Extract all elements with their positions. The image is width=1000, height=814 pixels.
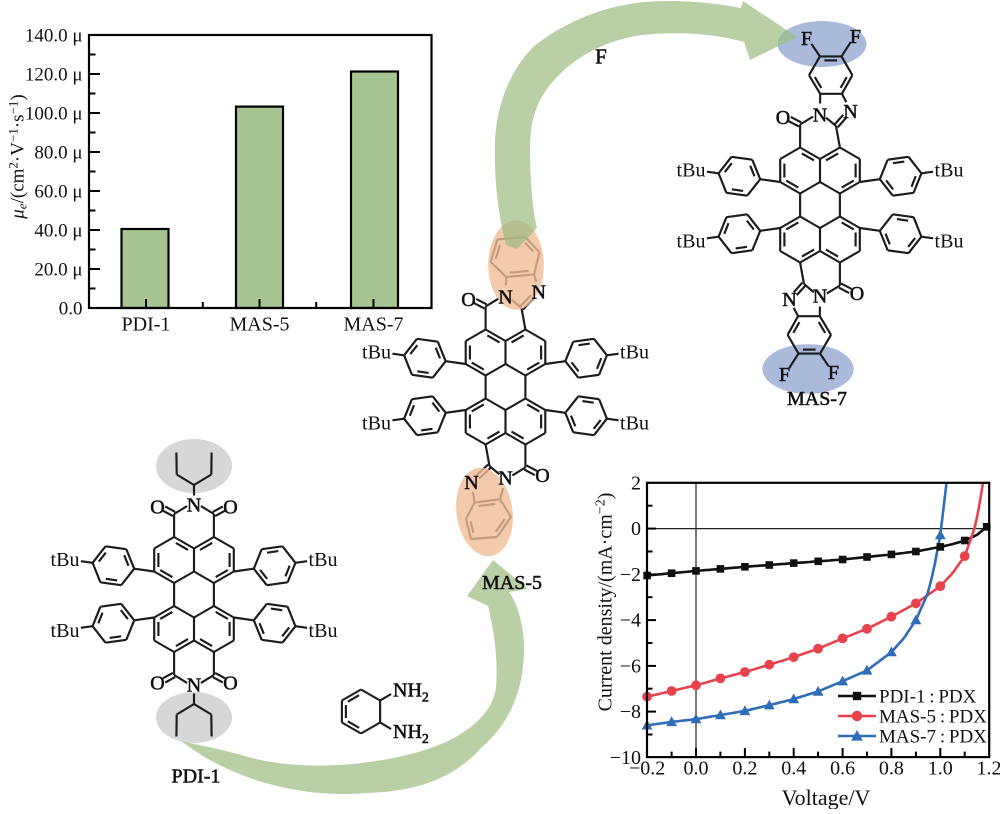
svg-text:F: F bbox=[801, 28, 812, 50]
svg-text:40.0 μ: 40.0 μ bbox=[34, 221, 82, 242]
svg-text:140.0 μ: 140.0 μ bbox=[25, 26, 83, 47]
svg-text:MAS-5 : PDX: MAS-5 : PDX bbox=[879, 707, 987, 728]
svg-text:O: O bbox=[150, 673, 164, 695]
svg-text:N: N bbox=[187, 675, 201, 697]
svg-text:F: F bbox=[595, 45, 607, 69]
svg-text:0.6: 0.6 bbox=[830, 758, 855, 780]
svg-text:F: F bbox=[779, 364, 790, 386]
svg-text:tBu: tBu bbox=[309, 620, 338, 642]
svg-text:tBu: tBu bbox=[620, 413, 649, 435]
svg-text:Voltage/V: Voltage/V bbox=[782, 785, 871, 809]
svg-text:MAS-7: MAS-7 bbox=[343, 314, 403, 336]
svg-text:F: F bbox=[850, 26, 861, 48]
svg-text:N: N bbox=[813, 286, 827, 308]
svg-text:−0.2: −0.2 bbox=[629, 758, 665, 780]
svg-text:N: N bbox=[813, 105, 827, 127]
svg-text:tBu: tBu bbox=[935, 231, 964, 253]
svg-text:−4: −4 bbox=[620, 610, 641, 632]
svg-text:80.0 μ: 80.0 μ bbox=[34, 143, 82, 164]
svg-text:1.2: 1.2 bbox=[977, 758, 1000, 780]
svg-text:100.0 μ: 100.0 μ bbox=[25, 104, 83, 125]
svg-text:MAS-5: MAS-5 bbox=[482, 572, 542, 594]
svg-text:MAS-7 : PDX: MAS-7 : PDX bbox=[879, 727, 987, 748]
svg-text:0: 0 bbox=[631, 518, 641, 540]
svg-text:Current density/(mA·cm−2): Current density/(mA·cm−2) bbox=[594, 493, 617, 712]
svg-text:tBu: tBu bbox=[309, 549, 338, 571]
svg-text:N: N bbox=[464, 472, 478, 494]
svg-text:MAS-7: MAS-7 bbox=[787, 388, 847, 410]
svg-text:MAS-5: MAS-5 bbox=[229, 314, 289, 336]
svg-text:2: 2 bbox=[631, 472, 641, 494]
svg-text:PDI-1 : PDX: PDI-1 : PDX bbox=[879, 687, 977, 708]
svg-text:O: O bbox=[223, 673, 237, 695]
svg-text:0.0: 0.0 bbox=[684, 758, 709, 780]
svg-text:N: N bbox=[782, 289, 796, 311]
svg-text:O: O bbox=[776, 107, 790, 129]
svg-text:−8: −8 bbox=[620, 701, 641, 723]
svg-text:O: O bbox=[535, 465, 549, 487]
svg-text:tBu: tBu bbox=[935, 160, 964, 182]
svg-text:N: N bbox=[498, 468, 512, 490]
svg-text:tBu: tBu bbox=[620, 342, 649, 364]
svg-text:0.2: 0.2 bbox=[732, 758, 757, 780]
svg-text:tBu: tBu bbox=[362, 413, 391, 435]
svg-text:20.0 μ: 20.0 μ bbox=[34, 260, 82, 281]
svg-text:N: N bbox=[531, 282, 545, 304]
svg-text:tBu: tBu bbox=[51, 620, 80, 642]
svg-text:O: O bbox=[850, 283, 864, 305]
svg-text:60.0 μ: 60.0 μ bbox=[34, 182, 82, 203]
svg-text:tBu: tBu bbox=[677, 160, 706, 182]
svg-text:N: N bbox=[498, 287, 512, 309]
svg-text:0.4: 0.4 bbox=[781, 758, 806, 780]
svg-text:−2: −2 bbox=[620, 564, 641, 586]
svg-text:0.8: 0.8 bbox=[879, 758, 904, 780]
svg-text:PDI-1: PDI-1 bbox=[172, 766, 221, 788]
svg-text:PDI-1: PDI-1 bbox=[122, 314, 171, 336]
svg-text:N: N bbox=[187, 495, 201, 517]
svg-text:tBu: tBu bbox=[362, 342, 391, 364]
svg-text:tBu: tBu bbox=[51, 549, 80, 571]
svg-text:O: O bbox=[223, 497, 237, 519]
svg-text:O: O bbox=[461, 289, 475, 311]
svg-text:N: N bbox=[843, 101, 857, 123]
svg-text:tBu: tBu bbox=[677, 231, 706, 253]
svg-text:120.0 μ: 120.0 μ bbox=[25, 65, 83, 86]
svg-text:−6: −6 bbox=[620, 655, 641, 677]
svg-text:O: O bbox=[150, 497, 164, 519]
svg-text:F: F bbox=[828, 362, 839, 384]
svg-text:0.0: 0.0 bbox=[59, 299, 83, 320]
svg-text:1.0: 1.0 bbox=[928, 758, 953, 780]
